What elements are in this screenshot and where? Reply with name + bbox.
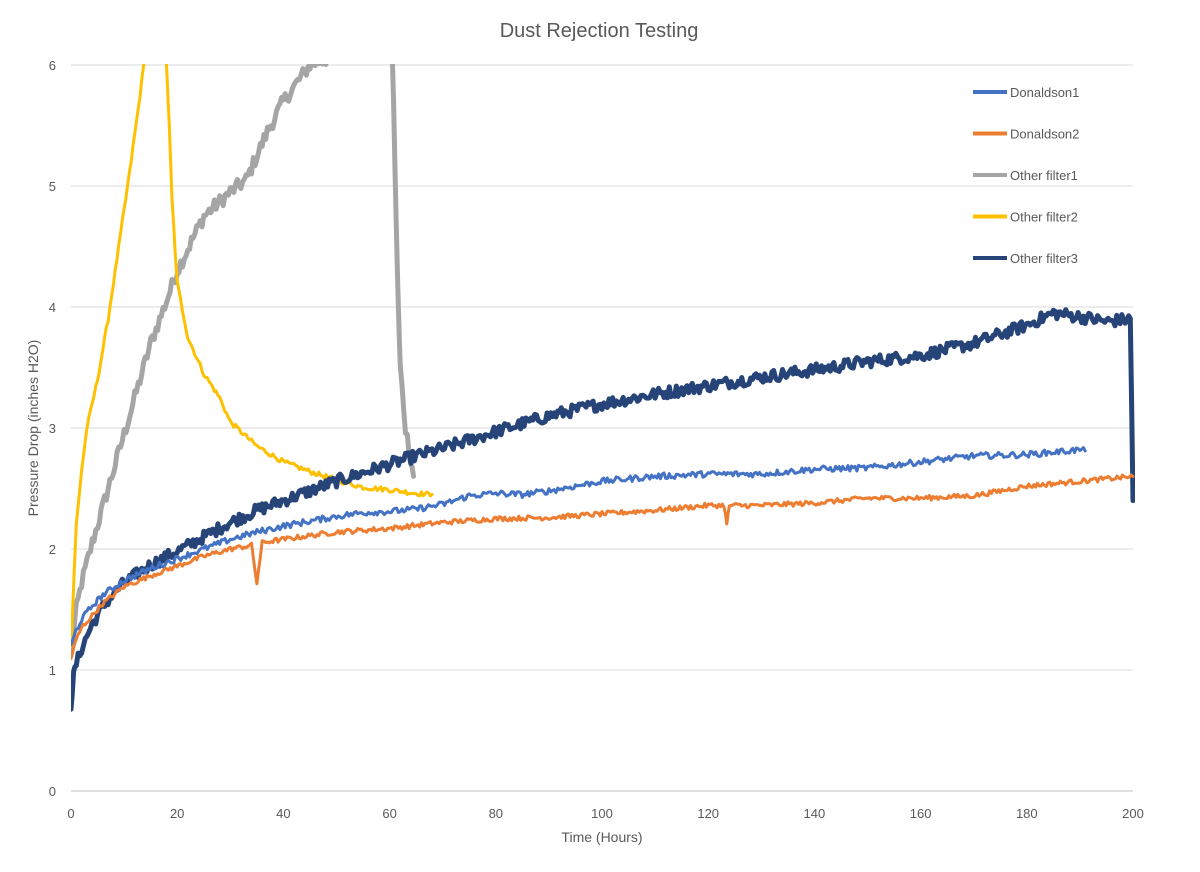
x-tick-label: 20 (170, 806, 184, 821)
x-tick-label: 200 (1122, 806, 1144, 821)
legend-label: Other filter2 (1010, 210, 1078, 225)
series-line-donaldson1 (71, 446, 1087, 647)
legend: Donaldson1 Donaldson2 Other filter1 Other f… (973, 85, 1079, 266)
y-tick-label: 1 (49, 663, 56, 678)
y-axis-title: Pressure Drop (inches H2O) (25, 340, 41, 517)
x-tick-label: 140 (804, 806, 826, 821)
x-tick-label: 40 (276, 806, 290, 821)
series-line-other-filter1 (71, 64, 416, 659)
x-tick-label: 180 (1016, 806, 1038, 821)
x-tick-label: 120 (697, 806, 719, 821)
series-layer (71, 64, 1135, 712)
x-tick-label: 80 (489, 806, 503, 821)
y-tick-label: 4 (49, 300, 56, 315)
y-tick-label: 6 (49, 58, 56, 73)
legend-label: Donaldson2 (1010, 127, 1079, 142)
legend-label: Donaldson1 (1010, 85, 1079, 100)
x-tick-label: 0 (67, 806, 74, 821)
chart-title: Dust Rejection Testing (500, 20, 699, 42)
series-line-other-filter2 (71, 64, 434, 648)
x-tick-label: 60 (382, 806, 396, 821)
y-tick-label: 0 (49, 784, 56, 799)
legend-label: Other filter1 (1010, 168, 1078, 183)
x-tick-label: 100 (591, 806, 613, 821)
x-tick-label: 160 (910, 806, 932, 821)
y-tick-label: 2 (49, 542, 56, 557)
grid-layer (71, 64, 1133, 792)
legend-label: Other filter3 (1010, 251, 1078, 266)
y-tick-label: 3 (49, 421, 56, 436)
series-line-donaldson2 (71, 473, 1135, 661)
y-tick-label: 5 (49, 179, 56, 194)
series-line-other-filter3 (71, 307, 1135, 712)
x-axis-title: Time (Hours) (561, 829, 642, 845)
